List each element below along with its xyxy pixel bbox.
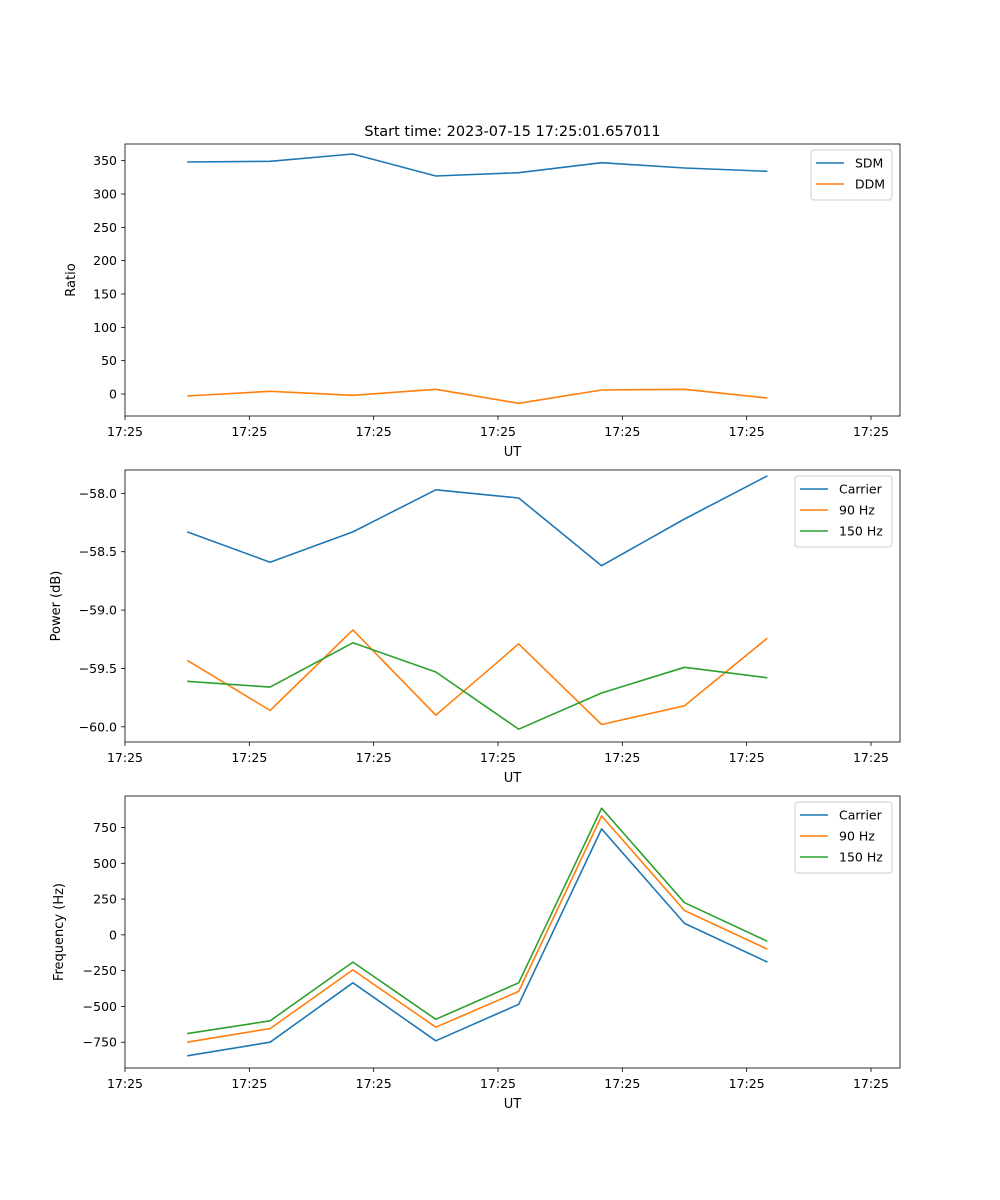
x-tick-label: 17:25 — [356, 750, 392, 765]
panel-1: Start time: 2023-07-15 17:25:01.657011 17… — [64, 124, 901, 460]
y-axis-label: Frequency (Hz) — [52, 883, 67, 981]
series-line-sdm — [187, 153, 768, 177]
legend-label: 90 Hz — [839, 503, 875, 518]
y-tick-label: 750 — [93, 820, 117, 835]
x-tick-label: 17:25 — [107, 750, 143, 765]
y-tick-label: 0 — [109, 927, 117, 942]
legend-label: 150 Hz — [839, 524, 883, 539]
axes-frame — [124, 143, 901, 417]
legend-label: Carrier — [839, 808, 883, 823]
y-tick-label: −59.0 — [79, 603, 117, 618]
x-tick-label: 17:25 — [729, 750, 765, 765]
y-axis-label: Power (dB) — [49, 571, 64, 642]
x-tick-label: 17:25 — [729, 424, 765, 439]
x-tick-label: 17:25 — [729, 1076, 765, 1091]
legend-box — [794, 475, 893, 548]
y-tick-label: −750 — [83, 1035, 117, 1050]
legend-label: DDM — [855, 177, 885, 192]
x-tick-label: 17:25 — [231, 750, 267, 765]
x-tick-label: 17:25 — [604, 424, 640, 439]
axes-frame — [124, 795, 901, 1069]
y-axis-label: Ratio — [64, 263, 79, 296]
x-tick-label: 17:25 — [853, 750, 889, 765]
x-tick-label: 17:25 — [231, 424, 267, 439]
series-line-ddm — [187, 388, 768, 405]
x-tick-label: 17:25 — [853, 424, 889, 439]
legend: Carrier 90 Hz 150 Hz — [794, 475, 893, 548]
y-tick-label: 500 — [93, 856, 117, 871]
chart-title: Start time: 2023-07-15 17:25:01.657011 — [364, 124, 660, 140]
legend: Carrier 90 Hz 150 Hz — [794, 801, 893, 874]
panel-2: 17:25 17:25 17:25 17:25 17:25 17:25 17:25 UT −60… — [49, 469, 901, 786]
y-tick-label: 100 — [93, 320, 117, 335]
x-tick-label: 17:25 — [604, 1076, 640, 1091]
series-line-150-hz — [187, 641, 768, 731]
x-axis-label: UT — [504, 445, 522, 460]
x-tick-label: 17:25 — [853, 1076, 889, 1091]
legend-label: Carrier — [839, 482, 883, 497]
y-tick-label: −250 — [83, 963, 117, 978]
y-tick-label: −58.0 — [79, 486, 117, 501]
legend-label: 150 Hz — [839, 850, 883, 865]
x-tick-label: 17:25 — [356, 424, 392, 439]
x-tick-label: 17:25 — [604, 750, 640, 765]
series-line-carrier — [186, 475, 768, 567]
x-tick-label: 17:25 — [480, 424, 516, 439]
x-tick-label: 17:25 — [107, 424, 143, 439]
y-tick-label: 350 — [93, 153, 117, 168]
x-tick-label: 17:25 — [107, 1076, 143, 1091]
y-tick-label: 50 — [101, 353, 117, 368]
x-tick-label: 17:25 — [356, 1076, 392, 1091]
series-line-carrier — [187, 828, 768, 1057]
x-axis-label: UT — [504, 1097, 522, 1112]
axes-frame — [124, 469, 901, 743]
legend-label: 90 Hz — [839, 829, 875, 844]
legend-box — [794, 801, 893, 874]
y-tick-label: −58.5 — [79, 544, 117, 559]
legend: SDM DDM — [810, 149, 893, 201]
y-tick-label: −59.5 — [79, 661, 117, 676]
x-axis-label: UT — [504, 771, 522, 786]
panel-3: 17:25 17:25 17:25 17:25 17:25 17:25 17:25 UT −75… — [52, 795, 901, 1112]
x-tick-label: 17:25 — [480, 750, 516, 765]
series-line-90-hz — [186, 629, 768, 726]
y-tick-label: −60.0 — [79, 719, 117, 734]
series-line-90-hz — [187, 815, 768, 1043]
y-tick-label: 150 — [93, 287, 117, 302]
y-tick-label: 250 — [93, 220, 117, 235]
y-tick-label: 200 — [93, 253, 117, 268]
y-tick-label: 300 — [93, 187, 117, 202]
y-tick-label: −500 — [83, 999, 117, 1014]
y-tick-label: 0 — [109, 387, 117, 402]
legend-label: SDM — [855, 156, 883, 171]
x-tick-label: 17:25 — [231, 1076, 267, 1091]
x-tick-label: 17:25 — [480, 1076, 516, 1091]
y-tick-label: 250 — [93, 892, 117, 907]
series-line-150-hz — [187, 807, 768, 1035]
